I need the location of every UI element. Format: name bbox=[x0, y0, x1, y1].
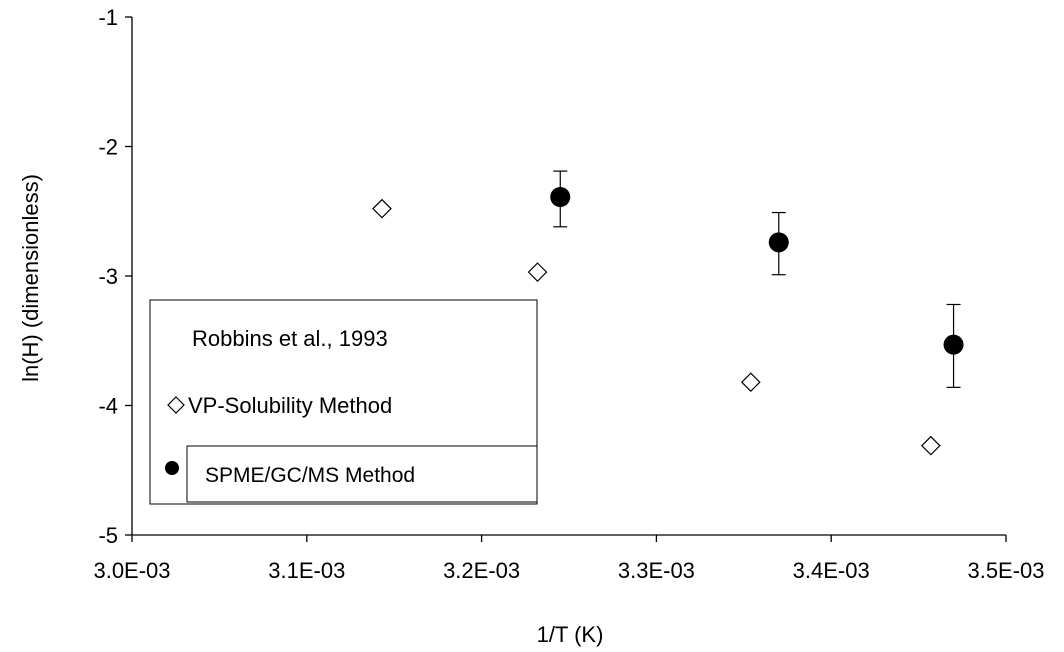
x-tick-label: 3.1E-03 bbox=[268, 558, 345, 583]
spme-point bbox=[768, 232, 789, 253]
x-tick-label: 3.4E-03 bbox=[793, 558, 870, 583]
legend-entry-spme: SPME/GC/MS Method bbox=[205, 464, 415, 487]
legend-entry-box bbox=[186, 445, 538, 503]
y-tick-label: -3 bbox=[98, 264, 118, 289]
vp-solubility-point bbox=[372, 198, 392, 219]
vp-solubility-point bbox=[740, 372, 761, 393]
spme-point bbox=[943, 334, 964, 355]
vp-solubility-point bbox=[527, 262, 548, 282]
y-tick-label: -4 bbox=[98, 394, 118, 419]
legend-entry-vp-solubility: VP-Solubility Method bbox=[188, 393, 392, 418]
y-tick-label: -1 bbox=[98, 5, 118, 30]
y-tick-label: -2 bbox=[98, 135, 118, 160]
x-tick-label: 3.0E-03 bbox=[93, 558, 170, 583]
legend: Robbins et al., 1993 VP-Solubility Metho… bbox=[149, 299, 538, 505]
spme-point bbox=[550, 187, 571, 208]
vp-solubility-point bbox=[920, 435, 941, 456]
y-ticks: -1 -2 -3 -4 -5 bbox=[98, 5, 132, 548]
y-tick-label: -5 bbox=[98, 523, 118, 548]
x-tick-label: 3.2E-03 bbox=[443, 558, 520, 583]
legend-header: Robbins et al., 1993 bbox=[192, 326, 388, 351]
y-axis-title: ln(H) (dimensionless) bbox=[18, 174, 43, 382]
legend-diamond-marker bbox=[167, 396, 185, 414]
legend-circle-marker bbox=[165, 461, 179, 475]
x-axis-title: 1/T (K) bbox=[537, 622, 604, 647]
x-tick-label: 3.3E-03 bbox=[618, 558, 695, 583]
data-marks bbox=[372, 170, 964, 456]
x-tick-label: 3.5E-03 bbox=[967, 558, 1044, 583]
x-ticks: 3.0E-03 3.1E-03 3.2E-03 3.3E-03 3.4E-03 3.5E-… bbox=[93, 535, 1045, 583]
